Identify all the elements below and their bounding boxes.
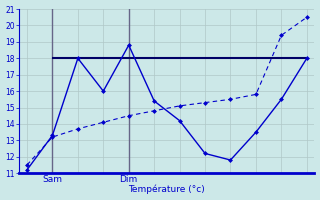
X-axis label: Température (°c): Température (°c) xyxy=(129,185,205,194)
